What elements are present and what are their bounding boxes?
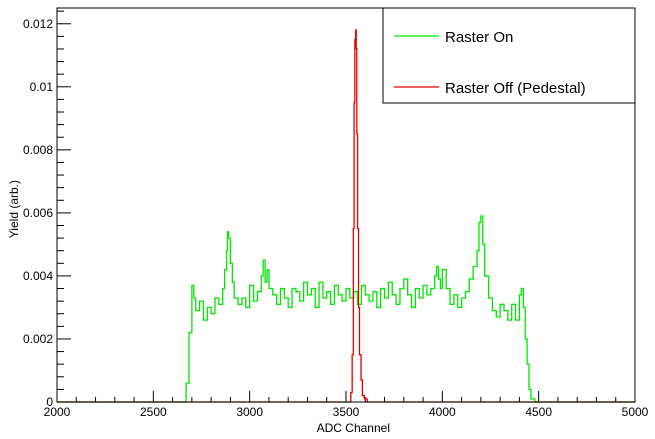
y-axis-title: Yield (arb.)	[7, 180, 21, 238]
x-axis-tick-labels: 2000 2500 3000 3500 4000 4500 5000	[44, 405, 649, 419]
y-tick-label: 0.01	[30, 80, 54, 94]
y-axis-tick-labels: 0 0.002 0.004 0.006 0.008 0.01 0.012	[23, 17, 53, 409]
x-tick-label: 3500	[333, 405, 360, 419]
series-layer	[57, 29, 635, 403]
y-tick-label: 0.002	[23, 332, 53, 346]
x-tick-label: 5000	[622, 405, 649, 419]
legend-label-raster-on: Raster On	[445, 29, 513, 46]
series-raster-off-line	[57, 29, 635, 403]
plot-frame	[56, 7, 636, 403]
x-tick-label: 2500	[140, 405, 167, 419]
x-tick-label: 2000	[44, 405, 71, 419]
x-axis-ticks	[56, 391, 636, 402]
y-tick-label: 0	[46, 395, 53, 409]
x-tick-label: 3000	[236, 405, 263, 419]
x-axis-title: ADC Channel	[317, 421, 390, 435]
x-tick-label: 4000	[429, 405, 456, 419]
legend-label-raster-off: Raster Off (Pedestal)	[445, 80, 586, 97]
y-tick-label: 0.012	[23, 17, 53, 31]
y-tick-label: 0.006	[23, 206, 53, 220]
x-tick-label: 4500	[525, 405, 552, 419]
y-tick-label: 0.008	[23, 143, 53, 157]
y-tick-label: 0.004	[23, 269, 53, 283]
legend: Raster On Raster Off (Pedestal)	[382, 7, 636, 104]
series-raster-on-line	[57, 215, 635, 403]
y-axis-ticks	[57, 10, 71, 403]
